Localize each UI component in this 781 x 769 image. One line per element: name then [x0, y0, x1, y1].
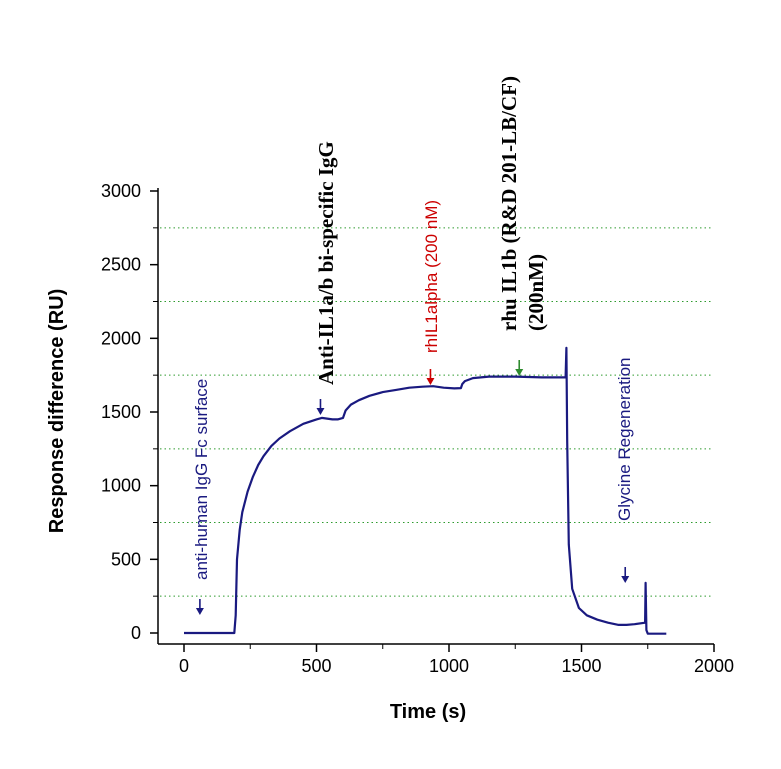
y-tick-label: 2000 — [101, 328, 141, 348]
series-group — [184, 346, 667, 635]
tick-marks: 0 500 1000 1500 2000 2500 3000 0 500 1000 1500 2000 — [101, 181, 734, 676]
annotation-arrow-head — [316, 408, 325, 415]
annotations: anti-human IgG Fc surface Anti-IL1a/b bi-… — [192, 76, 634, 615]
annotation-label-il1b: rhu IL1b (R&D 201-LB/CF) — [497, 76, 521, 331]
annotation-label-il1alpha: rhIL1alpha (200 nM) — [422, 200, 441, 353]
x-tick-label: 500 — [301, 656, 331, 676]
y-tick-label: 1000 — [101, 476, 141, 496]
x-axis-title: Time (s) — [390, 701, 466, 723]
annotation-label-surface: anti-human IgG Fc surface — [192, 379, 211, 580]
x-tick-label: 1500 — [561, 656, 601, 676]
annotation-label-il1b-conc: (200nM) — [524, 254, 548, 331]
annotation-arrow-head — [426, 378, 435, 385]
annotation-arrow-head — [621, 576, 630, 583]
annotation-label-bispecific: Anti-IL1a/b bi-specific IgG — [314, 141, 338, 385]
x-tick-label: 1000 — [429, 656, 469, 676]
annotation-arrow-head — [195, 608, 204, 615]
annotation-label-glycine: Glycine Regeneration — [615, 358, 634, 521]
y-axis-title: Response difference (RU) — [46, 289, 68, 534]
annotation-arrow-head — [515, 369, 524, 376]
x-tick-label: 2000 — [694, 656, 734, 676]
y-tick-label: 500 — [111, 549, 141, 569]
y-tick-label: 3000 — [101, 181, 141, 201]
y-tick-label: 0 — [131, 623, 141, 643]
y-tick-label: 1500 — [101, 402, 141, 422]
grid-lines — [160, 227, 712, 597]
y-tick-label: 2500 — [101, 255, 141, 275]
x-tick-label: 0 — [179, 656, 189, 676]
series-line — [184, 346, 667, 635]
